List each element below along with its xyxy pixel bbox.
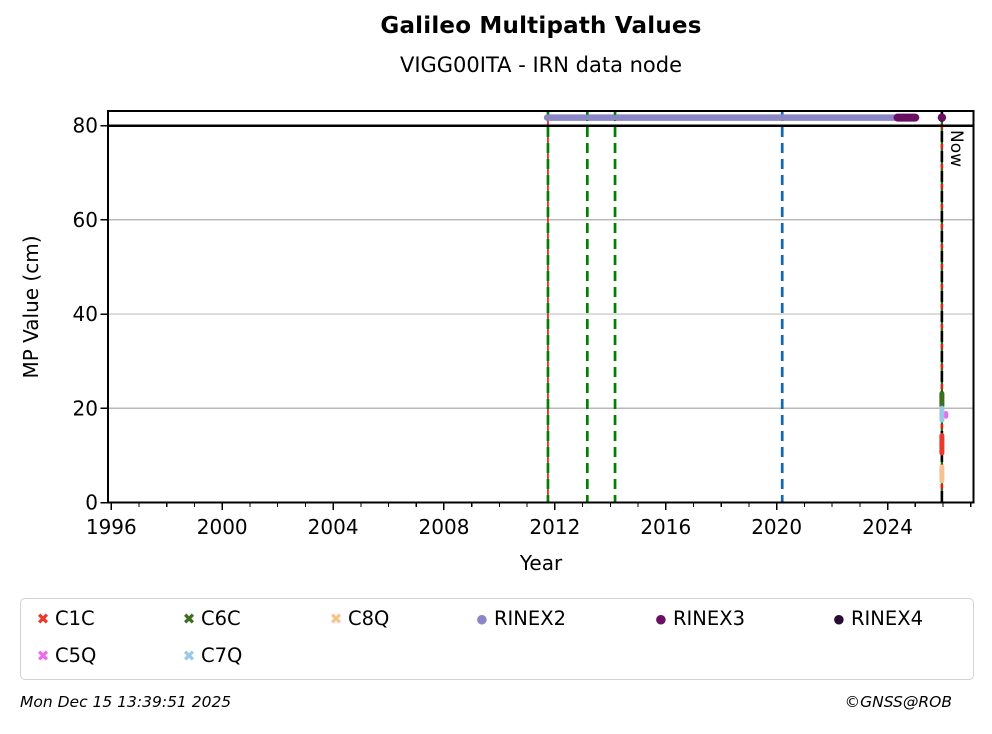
axis-ticks xyxy=(100,124,972,510)
legend-item-rinex2: RINEX2 xyxy=(494,607,566,630)
chart-title: Galileo Multipath Values xyxy=(380,13,702,39)
axis-tick-labels: 1996 2000 2004 2008 2012 2016 2020 2024 0 20 40 60 8… xyxy=(73,114,913,539)
x-marker-icon: ✖ xyxy=(36,647,50,665)
timestamp: Mon Dec 15 13:39:51 2025 xyxy=(20,693,232,711)
x-tick-label: 2024 xyxy=(862,515,913,539)
circle-marker-icon: ● xyxy=(655,611,667,626)
x-tick-label: 2008 xyxy=(419,515,470,539)
x-tick-label: 2012 xyxy=(529,515,580,539)
y-tick-label: 60 xyxy=(73,208,98,232)
plot-frame xyxy=(107,110,975,504)
x-marker-icon: ✖ xyxy=(182,610,196,628)
circle-marker-icon: ● xyxy=(476,611,488,626)
y-axis-label: MP Value (cm) xyxy=(19,235,43,379)
x-tick-label: 2000 xyxy=(197,515,248,539)
x-marker-icon: ✖ xyxy=(329,610,343,628)
legend-item-c8q: C8Q xyxy=(348,607,390,630)
legend-item-c1c: C1C xyxy=(55,607,95,630)
x-axis-label: Year xyxy=(519,551,563,575)
legend: ✖ C1C ✖ C6C ✖ C8Q ● RINEX2 ● RINEX3 ● RINEX4 ✖ C5Q ✖ C7… xyxy=(20,598,974,680)
circle-marker-icon: ● xyxy=(833,611,845,626)
y-tick-label: 40 xyxy=(73,302,98,326)
x-tick-label: 2004 xyxy=(308,515,359,539)
x-tick-label: 2016 xyxy=(640,515,691,539)
gridlines xyxy=(108,125,974,409)
x-tick-label: 1996 xyxy=(86,515,137,539)
copyright-credit: ©GNSS@ROB xyxy=(844,693,952,711)
x-marker-icon: ✖ xyxy=(182,647,196,665)
legend-item-c5q: C5Q xyxy=(55,644,97,667)
legend-item-rinex4: RINEX4 xyxy=(851,607,923,630)
chart-subtitle: VIGG00ITA - IRN data node xyxy=(399,53,683,77)
x-marker-icon: ✖ xyxy=(36,610,50,628)
y-tick-label: 20 xyxy=(73,396,98,420)
event-lines xyxy=(546,111,944,503)
legend-item-rinex3: RINEX3 xyxy=(673,607,745,630)
legend-item-c6c: C6C xyxy=(201,607,241,630)
y-tick-label: 80 xyxy=(73,114,98,138)
series-rinex3 xyxy=(893,113,947,122)
now-line-label: Now xyxy=(946,130,966,168)
legend-item-c7q: C7Q xyxy=(201,644,243,667)
y-tick-label: 0 xyxy=(85,491,98,515)
x-tick-label: 2020 xyxy=(751,515,802,539)
